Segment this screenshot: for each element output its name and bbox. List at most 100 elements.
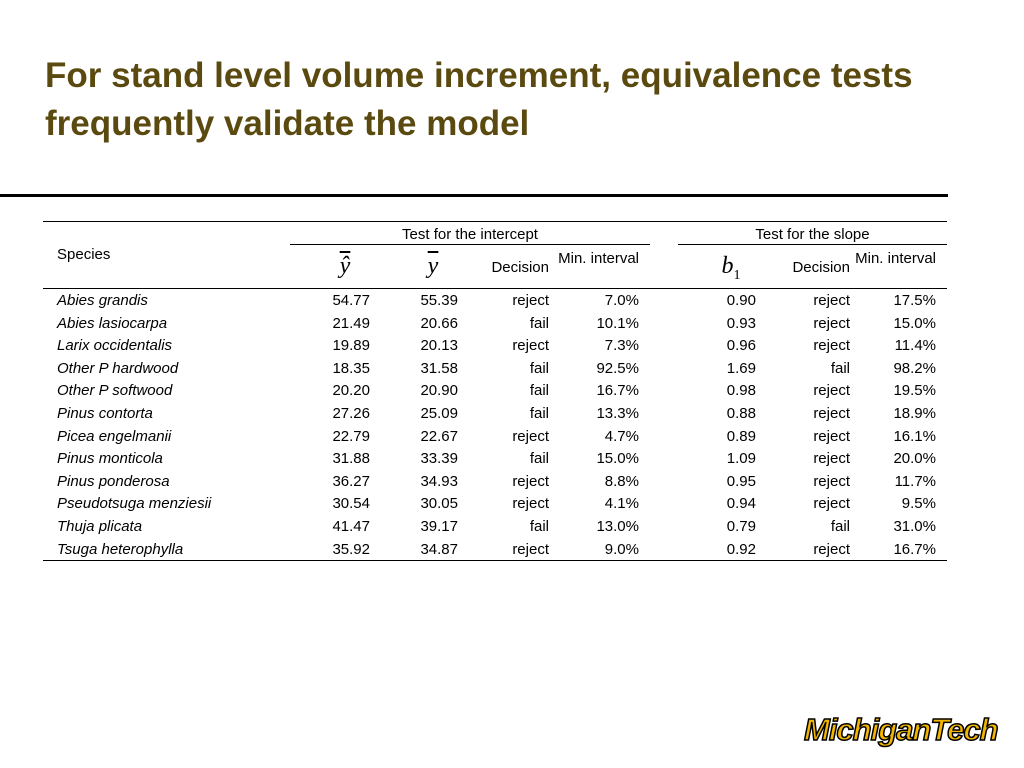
table-cell: 34.93 — [420, 472, 458, 490]
slide-title: For stand level volume increment, equiva… — [45, 56, 913, 143]
table-cell: 55.39 — [420, 292, 458, 309]
table-cell: fail — [529, 405, 549, 422]
table-cell: 30.05 — [420, 495, 458, 513]
table-cell: 0.90 — [726, 292, 756, 309]
table-cell: fail — [830, 359, 850, 377]
table-cell: 31.88 — [332, 450, 370, 468]
table-cell: reject — [512, 292, 549, 309]
table-cell: 22.67 — [420, 427, 458, 445]
table-cell: 7.0% — [604, 292, 639, 309]
table-cell: 27.26 — [332, 405, 370, 422]
column-header: y — [418, 252, 448, 280]
species-cell: Pseudotsuga menziesii — [57, 495, 212, 513]
column-header: Min. interval — [855, 250, 936, 267]
table-cell: 25.09 — [420, 405, 458, 422]
table-cell: 11.7% — [894, 472, 936, 490]
table-cell: reject — [813, 382, 850, 400]
column-header: ŷ — [330, 252, 360, 280]
column-header: Decision — [491, 259, 549, 276]
table-cell: reject — [512, 337, 549, 355]
table-cell: reject — [512, 495, 549, 513]
species-cell: Other P softwood — [57, 382, 173, 400]
table-cell: 20.0% — [893, 450, 936, 468]
table-rule — [678, 244, 947, 245]
table-cell: reject — [813, 427, 850, 445]
table-cell: 4.1% — [604, 495, 639, 513]
column-header: Decision — [792, 259, 850, 276]
table-cell: 0.96 — [726, 337, 756, 355]
table-cell: 8.8% — [604, 472, 639, 490]
title-rule — [0, 194, 948, 197]
table-cell: 7.3% — [604, 337, 639, 355]
table-cell: 98.2% — [893, 359, 936, 377]
table-cell: 10.1% — [596, 314, 639, 332]
group-header: Test for the slope — [755, 226, 870, 243]
group-header: Test for the intercept — [402, 226, 538, 243]
table-cell: 17.5% — [893, 292, 936, 309]
table-cell: reject — [813, 472, 850, 490]
table-cell: 15.0% — [893, 314, 936, 332]
table-cell: reject — [512, 540, 549, 558]
column-symbol: b — [721, 253, 734, 279]
table-cell: 11.4% — [894, 337, 936, 355]
column-symbol: ŷ — [339, 253, 351, 279]
table-cell: reject — [813, 540, 850, 558]
table-cell: 0.89 — [726, 427, 756, 445]
table-cell: 0.79 — [726, 518, 756, 535]
table-cell: 9.5% — [901, 495, 936, 513]
species-cell: Abies lasiocarpa — [57, 314, 168, 332]
table-cell: 4.7% — [604, 427, 639, 445]
column-header: Min. interval — [558, 250, 639, 267]
column-subscript: 1 — [733, 267, 741, 283]
table-cell: reject — [813, 495, 850, 513]
table-cell: fail — [529, 314, 549, 332]
table-cell: 16.7% — [596, 382, 639, 400]
table-cell: 13.0% — [596, 518, 639, 535]
table-rule — [43, 288, 947, 289]
table-cell: 0.98 — [726, 382, 756, 400]
table-cell: 39.17 — [420, 518, 458, 535]
table-cell: 31.0% — [893, 518, 936, 535]
table-cell: 16.1% — [893, 427, 936, 445]
table-cell: 16.7% — [893, 540, 936, 558]
table-cell: 20.90 — [420, 382, 458, 400]
table-cell: reject — [813, 314, 850, 332]
table-cell: 34.87 — [420, 540, 458, 558]
table-cell: 92.5% — [596, 359, 639, 377]
table-cell: 36.27 — [332, 472, 370, 490]
species-cell: Pinus contorta — [57, 405, 153, 422]
table-cell: reject — [512, 427, 549, 445]
table-cell: reject — [813, 337, 850, 355]
table-cell: 54.77 — [332, 292, 370, 309]
table-cell: 20.13 — [420, 337, 458, 355]
table-cell: 13.3% — [596, 405, 639, 422]
table-rule — [43, 221, 947, 222]
table-cell: 19.89 — [332, 337, 370, 355]
table-cell: 19.5% — [893, 382, 936, 400]
table-cell: 18.35 — [332, 359, 370, 377]
logo: MichiganTech — [803, 711, 999, 748]
table-cell: fail — [529, 359, 549, 377]
table-cell: 18.9% — [893, 405, 936, 422]
table-cell: 0.94 — [726, 495, 756, 513]
table-cell: 31.58 — [420, 359, 458, 377]
species-cell: Picea engelmanii — [57, 427, 172, 445]
table-cell: 41.47 — [332, 518, 370, 535]
table-cell: 21.49 — [332, 314, 370, 332]
table-cell: reject — [813, 292, 850, 309]
species-cell: Pinus ponderosa — [57, 472, 170, 490]
table-rule — [290, 244, 650, 245]
table-rule — [43, 560, 947, 561]
species-cell: Thuja plicata — [57, 518, 143, 535]
table-cell: 0.92 — [726, 540, 756, 558]
header-cell: Species — [57, 246, 111, 263]
table-cell: 33.39 — [420, 450, 458, 468]
table-cell: 9.0% — [604, 540, 639, 558]
species-cell: Other P hardwood — [57, 359, 179, 377]
species-cell: Tsuga heterophylla — [57, 540, 184, 558]
table-cell: 35.92 — [332, 540, 370, 558]
table-cell: fail — [529, 382, 549, 400]
table-cell: fail — [529, 518, 549, 535]
species-cell: Pinus monticola — [57, 450, 163, 468]
